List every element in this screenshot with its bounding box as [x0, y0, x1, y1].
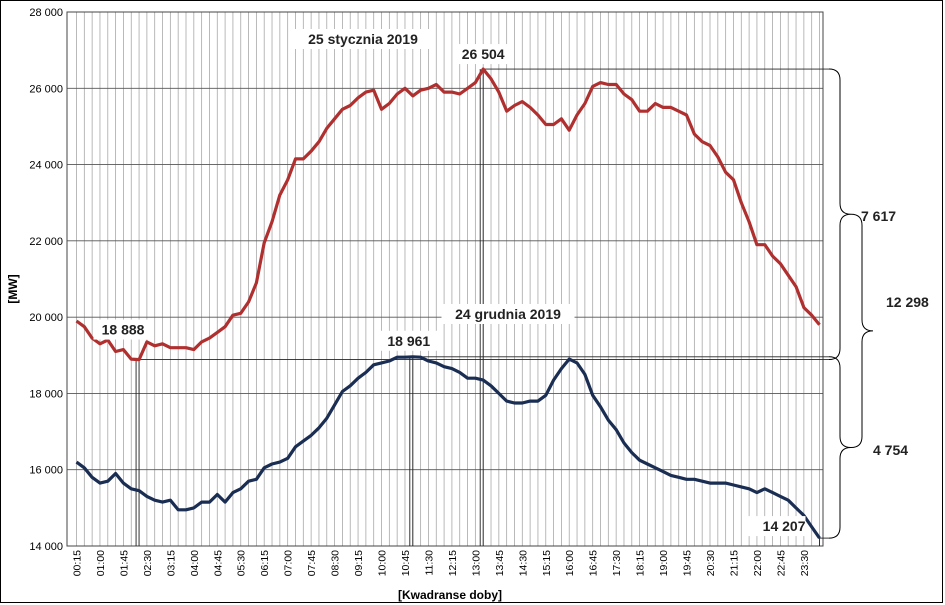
bracket-series2-range — [828, 356, 852, 539]
legend-label-series-1-bg — [292, 29, 434, 49]
x-tick-label: 16:45 — [588, 550, 600, 576]
annotation-labels: 25 stycznia 2019 24 grudnia 2019 26 504 18 … — [93, 29, 929, 537]
x-tick-label: 09:15 — [353, 550, 365, 576]
x-tick-label: 17:30 — [611, 550, 623, 576]
x-tick-label: 03:15 — [165, 550, 177, 576]
x-tick-label: 06:15 — [259, 550, 271, 576]
x-tick-label: 18:15 — [635, 550, 647, 576]
data-label-series1-min-bg — [93, 319, 153, 340]
x-tick-label: 05:30 — [236, 550, 248, 576]
x-tick-label: 12:15 — [447, 550, 459, 576]
x-axis-tick-labels: 00:15 01:00 01:45 02:30 03:15 04:00 04:45 05:30… — [72, 550, 811, 576]
legend-label-series-1: 25 stycznia 2019 — [308, 31, 418, 47]
y-tick-label: 22 000 — [29, 236, 63, 248]
y-tick-label: 24 000 — [29, 160, 63, 172]
vertical-gridlines — [76, 12, 820, 546]
x-tick-label: 07:00 — [283, 550, 295, 576]
x-tick-label: 21:15 — [728, 550, 740, 576]
bracket-overall-range — [850, 213, 874, 448]
y-axis-tick-labels: 14 000 16 000 18 000 20 000 22 000 24 000 26 0… — [29, 7, 63, 553]
data-label-series2-peak: 18 961 — [387, 333, 430, 349]
y-tick-label: 14 000 — [29, 541, 63, 553]
range-label-series2: 4 754 — [873, 442, 908, 458]
y-tick-label: 16 000 — [29, 465, 63, 477]
reference-lines — [135, 68, 829, 546]
x-tick-label: 04:00 — [189, 550, 201, 576]
y-tick-label: 26 000 — [29, 83, 63, 95]
x-tick-label: 01:00 — [95, 550, 107, 576]
legend-label-series-2: 24 grudnia 2019 — [455, 306, 561, 322]
plot-area-border — [66, 11, 824, 547]
series-line-2 — [75, 355, 821, 540]
y-tick-label: 18 000 — [29, 388, 63, 400]
data-label-series2-min-bg — [746, 516, 806, 537]
x-axis-title: [Kwadranse doby] — [398, 588, 502, 602]
range-label-series1: 7 617 — [861, 208, 896, 224]
x-tick-label: 16:00 — [564, 550, 576, 576]
x-tick-label: 08:30 — [330, 550, 342, 576]
x-tick-label: 07:45 — [306, 550, 318, 576]
y-tick-label: 20 000 — [29, 312, 63, 324]
range-label-overall: 12 298 — [886, 294, 929, 310]
data-label-series1-peak: 26 504 — [462, 46, 505, 62]
data-label-series1-peak-bg — [453, 44, 513, 65]
x-tick-label: 20:30 — [705, 550, 717, 576]
x-tick-label: 13:00 — [470, 550, 482, 576]
data-label-series1-min: 18 888 — [102, 322, 145, 338]
plot-border-rect — [66, 11, 824, 547]
data-label-series2-peak-bg — [379, 330, 439, 351]
x-tick-label: 13:45 — [494, 550, 506, 576]
bracket-series1-range — [828, 68, 852, 361]
x-tick-label: 01:45 — [118, 550, 130, 576]
x-tick-label: 10:45 — [400, 550, 412, 576]
x-tick-label: 04:45 — [212, 550, 224, 576]
range-brackets — [828, 68, 874, 539]
x-tick-label: 22:45 — [775, 550, 787, 576]
x-tick-label: 14:30 — [517, 550, 529, 576]
y-axis-title: [MW] — [6, 274, 20, 303]
series-lines — [75, 67, 821, 540]
x-tick-label: 00:15 — [72, 550, 84, 576]
x-tick-label: 19:45 — [682, 550, 694, 576]
x-tick-label: 10:00 — [377, 550, 389, 576]
x-tick-label: 11:30 — [423, 550, 435, 576]
x-tick-label: 19:00 — [658, 550, 670, 576]
legend-label-series-2-bg — [441, 304, 575, 324]
x-tick-label: 22:00 — [752, 550, 764, 576]
x-tick-label: 23:30 — [799, 550, 811, 576]
x-tick-label: 02:30 — [142, 550, 154, 576]
x-tick-label: 15:15 — [541, 550, 553, 576]
series-line-1 — [75, 67, 821, 362]
y-tick-label: 28 000 — [29, 7, 63, 19]
data-label-series2-min: 14 207 — [763, 518, 806, 534]
